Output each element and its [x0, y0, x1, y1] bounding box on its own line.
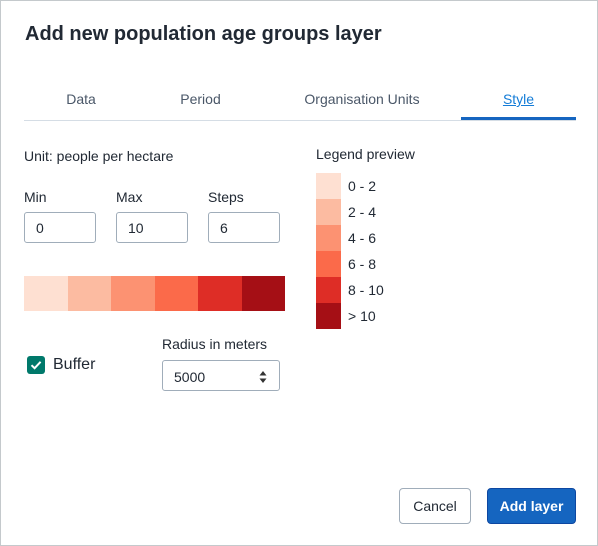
color-ramp-selector[interactable]	[24, 276, 285, 311]
radius-label: Radius in meters	[162, 336, 268, 352]
max-input[interactable]	[116, 212, 188, 243]
legend-swatch	[316, 225, 341, 251]
tab-bar: Data Period Organisation Units Style	[24, 85, 576, 121]
ramp-color-swatch	[241, 276, 285, 311]
steps-label: Steps	[208, 189, 244, 205]
tab-divider	[24, 120, 576, 121]
legend-label: 2 - 4	[348, 204, 377, 220]
radius-value: 5000	[174, 369, 206, 385]
tab-label: Organisation Units	[304, 91, 420, 107]
tab-label: Data	[66, 91, 96, 107]
dialog-title: Add new population age groups layer	[25, 23, 382, 45]
stepper-arrows-icon[interactable]	[259, 370, 267, 384]
legend-label: 8 - 10	[348, 282, 384, 298]
max-label: Max	[116, 189, 143, 205]
min-label: Min	[24, 189, 47, 205]
legend-swatch	[316, 173, 341, 199]
legend-label: > 10	[348, 308, 376, 324]
buffer-checkbox[interactable]	[27, 356, 45, 374]
legend-swatch	[316, 303, 341, 329]
ramp-color-swatch	[154, 276, 198, 311]
checkmark-icon	[30, 361, 42, 370]
min-input[interactable]	[24, 212, 96, 243]
tab-data[interactable]: Data	[24, 85, 138, 120]
legend-swatch	[316, 277, 341, 303]
tab-style[interactable]: Style	[461, 85, 576, 120]
ramp-color-swatch	[111, 276, 155, 311]
cancel-button[interactable]: Cancel	[399, 488, 471, 524]
legend-label: 4 - 6	[348, 230, 377, 246]
tab-label: Period	[180, 91, 221, 107]
tab-organisation-units[interactable]: Organisation Units	[263, 85, 461, 120]
tab-period[interactable]: Period	[138, 85, 263, 120]
legend-label: 6 - 8	[348, 256, 377, 272]
radius-input[interactable]: 5000	[162, 360, 280, 391]
active-tab-indicator	[461, 117, 576, 120]
buffer-label: Buffer	[53, 356, 96, 373]
legend-swatch	[316, 251, 341, 277]
ramp-color-swatch	[67, 276, 111, 311]
ramp-color-swatch	[24, 276, 68, 311]
legend-label: 0 - 2	[348, 178, 377, 194]
add-layer-button[interactable]: Add layer	[487, 488, 576, 524]
ramp-color-swatch	[198, 276, 242, 311]
legend-title: Legend preview	[316, 146, 415, 162]
legend-swatch	[316, 199, 341, 225]
steps-input[interactable]	[208, 212, 280, 243]
unit-text: Unit: people per hectare	[24, 148, 174, 164]
tab-label: Style	[502, 91, 535, 107]
